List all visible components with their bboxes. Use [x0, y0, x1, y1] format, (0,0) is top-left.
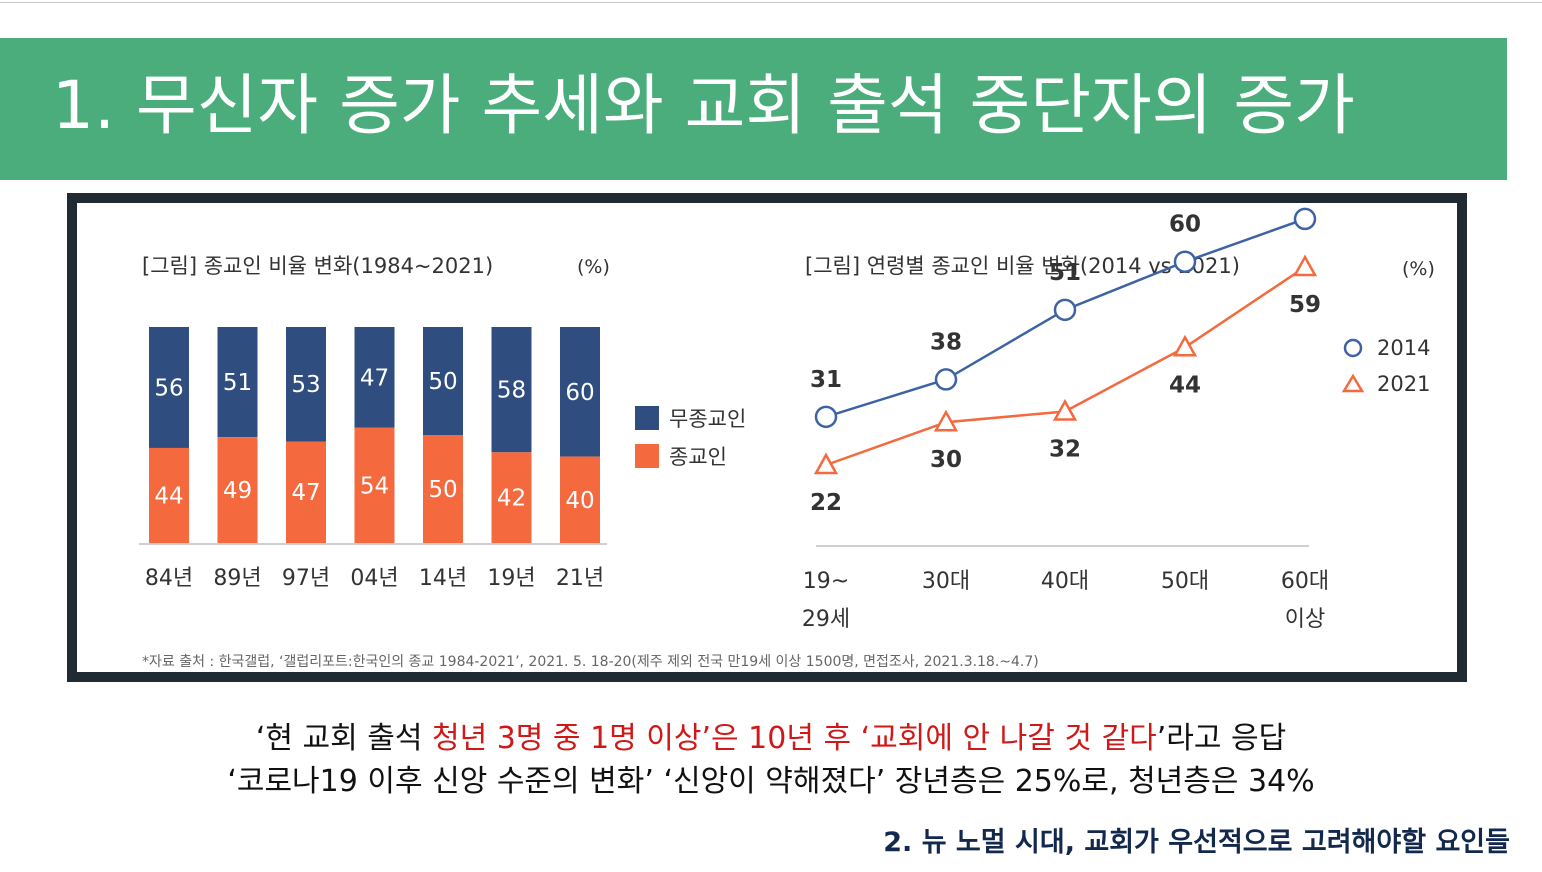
- line-x-tick-label: 50대: [1161, 569, 1209, 594]
- slide-title[interactable]: 1. 무신자 증가 추세와 교회 출석 중단자의 증가: [0, 38, 1507, 180]
- point-label-2021: 30: [930, 447, 962, 473]
- bar-religious: [149, 447, 189, 543]
- age-religion-line-chart: [그림] 연령별 종교인 비율 변화(2014 vs 2021) (%) 31 38 5…: [802, 207, 1435, 632]
- bar-nonreligious: [491, 327, 532, 453]
- caption-line-1: ‘현 교회 출석 청년 3명 중 1명 이상’은 10년 후 ‘교회에 안 나갈…: [0, 713, 1542, 757]
- bar-chart-unit: (%): [577, 256, 610, 278]
- line-x-tick-label: 40대: [1041, 569, 1089, 594]
- bar-nonreligious: [217, 327, 258, 438]
- bar-label-nonreligious: 60: [565, 380, 594, 406]
- legend-label-2014: 2014: [1377, 336, 1430, 360]
- line-x-tick-label: 19~ 29세: [802, 569, 850, 632]
- point-2014: [1293, 207, 1317, 231]
- bar-religious: [491, 452, 532, 543]
- point-2014: [814, 405, 838, 429]
- bar-religious: [217, 437, 258, 543]
- line-chart-unit: (%): [1402, 258, 1435, 280]
- line-x-tick-label: 60대 이상: [1281, 569, 1329, 632]
- bar-chart-title: [그림] 종교인 비율 변화(1984~2021): [142, 254, 493, 278]
- section-subtitle[interactable]: 2. 뉴 노멀 시대, 교회가 우선적으로 고려해야할 요인들: [883, 827, 1510, 858]
- survey-figure: [그림] 종교인 비율 변화(1984~2021) (%) 56 44 84년 51 49 8…: [67, 193, 1467, 682]
- bar-label-religious: 44: [154, 483, 183, 509]
- point-label-2021: 22: [810, 490, 842, 516]
- caption-1-post: ’라고 응답: [1156, 721, 1287, 756]
- point-2014: [1173, 250, 1197, 273]
- religion-ratio-bar-chart: [그림] 종교인 비율 변화(1984~2021) (%) 56 44 84년 51 49 8…: [139, 254, 746, 591]
- legend-label-religious: 종교인: [669, 445, 727, 469]
- bar-x-tick-label: 84년: [145, 566, 193, 591]
- bar-label-religious: 54: [360, 473, 389, 499]
- bar-x-tick-label: 21년: [556, 566, 604, 591]
- line-x-tick-label: 30대: [922, 569, 970, 594]
- bar-religious: [560, 456, 600, 543]
- point-label-2014: 60: [1169, 212, 1201, 238]
- bar-label-religious: 50: [428, 477, 457, 503]
- legend-marker-2014: [1343, 338, 1363, 358]
- bar-x-tick-label: 04년: [350, 566, 398, 591]
- caption-1-pre: ‘현 교회 출석: [255, 721, 432, 756]
- bar-x-tick-label: 19년: [487, 566, 535, 591]
- bar-nonreligious: [560, 327, 600, 457]
- point-2014: [934, 368, 958, 391]
- bar-label-religious: 49: [223, 478, 252, 504]
- bar-x-tick-label: 14년: [419, 566, 467, 591]
- bar-x-tick-label: 89년: [213, 566, 261, 591]
- point-2021: [813, 452, 839, 475]
- bar-religious: [354, 427, 395, 543]
- legend-label-2021: 2021: [1377, 372, 1430, 396]
- legend-marker-2021: [1341, 373, 1365, 393]
- series-line-2021: [825, 266, 1306, 467]
- point-2021: [1292, 254, 1318, 277]
- legend-swatch-religious: [635, 444, 659, 468]
- bar-x-tick-label: 97년: [282, 566, 330, 591]
- caption-1-highlight-2: 교회에 안 나갈 것 같다: [870, 721, 1157, 756]
- caption-line-2: ‘코로나19 이후 신앙 수준의 변화’ ‘신앙이 약해졌다’ 장년층은 25%…: [227, 764, 1315, 799]
- bar-nonreligious: [286, 327, 326, 442]
- caption-1-highlight-1: 청년 3명 중 1명 이상: [431, 721, 702, 756]
- caption-1-mid: ’은 10년 후 ‘: [701, 721, 871, 756]
- point-label-2021: 44: [1169, 372, 1201, 398]
- figure-canvas: [그림] 종교인 비율 변화(1984~2021) (%) 56 44 84년 51 49 8…: [139, 207, 1435, 670]
- source-note: *자료 출처 : 한국갤럽, ‘갤럽리포트:한국인의 종교 1984-2021’…: [142, 654, 1039, 670]
- bar-nonreligious: [149, 327, 189, 448]
- point-label-2014: 51: [1049, 260, 1081, 286]
- bar-label-nonreligious: 58: [497, 378, 526, 404]
- legend-label-nonreligious: 무종교인: [669, 407, 746, 431]
- point-label-2021: 59: [1289, 292, 1321, 318]
- bar-label-nonreligious: 51: [223, 370, 252, 396]
- top-rule: [0, 2, 1542, 3]
- bar-label-religious: 42: [497, 486, 526, 512]
- line-chart-title: [그림] 연령별 종교인 비율 변화(2014 vs 2021): [805, 254, 1240, 278]
- point-2021: [933, 409, 959, 432]
- point-2021: [1052, 398, 1078, 421]
- point-label-2021: 32: [1049, 437, 1081, 463]
- bar-label-nonreligious: 56: [154, 375, 183, 401]
- bar-label-religious: 40: [565, 488, 594, 514]
- point-label-2014: 31: [810, 367, 842, 393]
- bar-nonreligious: [354, 327, 395, 428]
- bar-label-nonreligious: 50: [428, 369, 457, 395]
- bar-religious: [286, 441, 326, 543]
- bar-nonreligious: [423, 327, 463, 435]
- point-2014: [1053, 298, 1077, 322]
- point-2021: [1172, 334, 1198, 357]
- bar-label-nonreligious: 47: [360, 365, 389, 391]
- bar-label-nonreligious: 53: [291, 372, 320, 398]
- bar-religious: [423, 435, 463, 543]
- bar-label-religious: 47: [291, 480, 320, 506]
- point-label-2014: 38: [930, 329, 962, 355]
- legend-swatch-nonreligious: [635, 406, 659, 430]
